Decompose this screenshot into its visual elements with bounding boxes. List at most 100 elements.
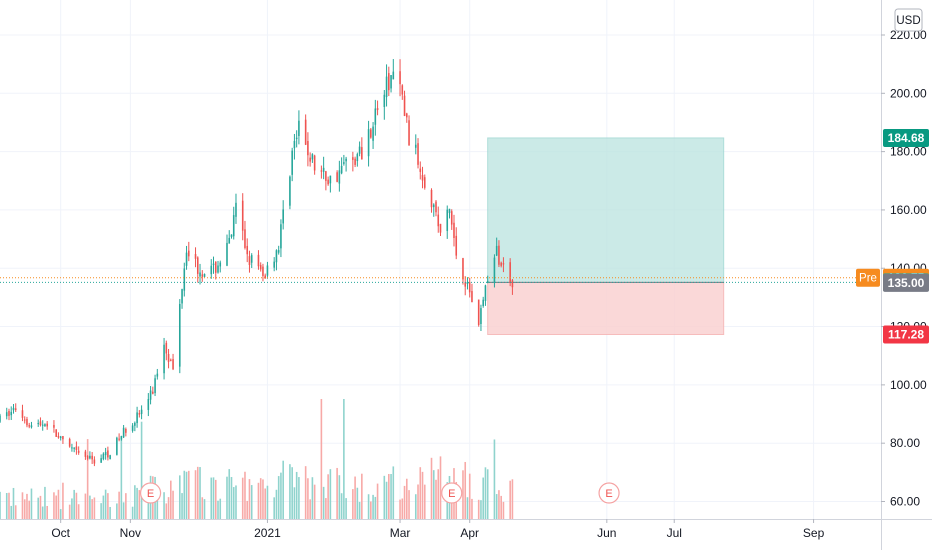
volume-bar <box>73 489 75 519</box>
candle-body <box>214 261 217 273</box>
price-label-value: 135.00 <box>888 276 925 290</box>
candle-body <box>493 257 496 283</box>
candle-body <box>10 411 13 416</box>
candle-body <box>370 129 372 138</box>
price-tick-label: 180.00 <box>890 145 927 159</box>
candle-body <box>71 447 73 449</box>
candle-body <box>480 308 482 325</box>
volume-bar <box>12 487 15 519</box>
volume-bar <box>291 467 293 519</box>
volume-bar <box>482 477 485 519</box>
volume-bar <box>325 498 327 519</box>
candle-body <box>26 418 28 426</box>
volume-bar <box>390 474 392 519</box>
candle-body <box>44 424 46 427</box>
earnings-marker-label: E <box>147 488 154 500</box>
candle-body <box>75 446 78 450</box>
long-position-tool[interactable] <box>487 137 725 335</box>
time-tick-label: Nov <box>120 526 141 540</box>
profit-target-zone[interactable] <box>487 137 725 283</box>
volume-bar <box>352 489 354 519</box>
earnings-marker[interactable] <box>441 482 463 504</box>
candle-body <box>89 455 91 459</box>
volume-bar <box>439 456 442 519</box>
candle-body <box>244 229 246 248</box>
candle-body <box>84 451 87 457</box>
volume-bar <box>10 505 13 519</box>
candle-body <box>477 299 480 325</box>
candle-body <box>73 447 75 449</box>
volume-bar <box>235 485 237 519</box>
candle-body <box>241 200 244 231</box>
candle-body <box>320 170 323 172</box>
volume-bar <box>100 503 102 519</box>
candle-body <box>322 167 325 172</box>
candle-body <box>109 455 111 459</box>
volume-bar <box>493 439 496 519</box>
candle-body <box>399 71 401 85</box>
volume-bar <box>430 457 433 519</box>
candle-body <box>405 113 408 118</box>
candle-body <box>8 410 10 416</box>
volume-bar <box>383 475 386 519</box>
volume-bar <box>122 502 125 519</box>
candle-body <box>273 261 275 268</box>
volume-bar <box>30 488 33 519</box>
candle-body <box>293 140 296 149</box>
candle-body <box>21 410 24 418</box>
earnings-marker[interactable] <box>598 482 620 504</box>
candlestick-series <box>0 59 514 467</box>
volume-bar <box>199 467 201 519</box>
candle-body <box>309 157 311 162</box>
candle-body <box>246 245 249 255</box>
candle-body <box>468 282 471 293</box>
candle-body <box>14 408 17 410</box>
candle-body <box>170 359 172 361</box>
volume-bar <box>46 505 48 519</box>
candle-body <box>172 359 174 370</box>
volume-bar <box>8 492 10 519</box>
candle-body <box>212 263 215 266</box>
volume-bar <box>280 472 282 519</box>
candle-body <box>259 265 262 270</box>
candle-body <box>55 429 57 437</box>
candle-body <box>181 289 183 304</box>
volume-bars <box>0 399 514 519</box>
currency-badge[interactable]: USD <box>894 8 923 32</box>
volume-bar <box>329 469 332 519</box>
volume-bar <box>232 487 235 519</box>
volume-bar <box>421 471 424 519</box>
volume-bar <box>275 489 278 519</box>
candle-body <box>140 409 143 414</box>
volume-bar <box>26 493 28 519</box>
volume-bar <box>170 480 172 519</box>
currency-badge-box[interactable] <box>894 8 923 32</box>
candle-body <box>329 175 332 184</box>
volume-bar <box>131 506 134 519</box>
candle-body <box>163 344 165 374</box>
volume-bar <box>450 493 453 519</box>
volume-bar <box>44 486 46 519</box>
volume-bar <box>376 483 379 519</box>
stop-loss-zone[interactable] <box>487 281 725 335</box>
volume-bar <box>140 421 143 519</box>
candle-body <box>107 450 109 458</box>
candle-body <box>46 423 48 427</box>
candle-body <box>185 252 188 266</box>
time-tick-label: Jul <box>667 526 682 540</box>
candle-body <box>462 258 464 280</box>
candle-body <box>149 390 152 400</box>
candle-body <box>230 234 233 237</box>
candle-body <box>311 154 314 160</box>
volume-bar <box>432 470 435 519</box>
volume-bar <box>295 471 298 519</box>
price-label-value: 117.28 <box>888 327 924 341</box>
candle-body <box>435 201 437 213</box>
candle-body <box>102 453 105 460</box>
volume-bar <box>486 469 489 519</box>
earnings-marker[interactable] <box>139 482 162 504</box>
candle-body <box>352 157 354 160</box>
